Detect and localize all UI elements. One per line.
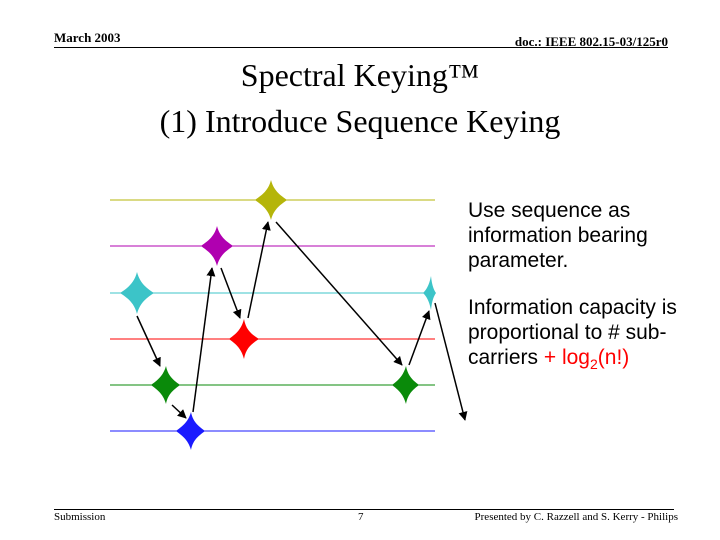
bullet-2-text: Information capacity is proportional to … xyxy=(468,296,677,369)
bullet-2-plus-log: + log xyxy=(543,346,590,369)
arrow-red-to-yellow xyxy=(247,221,271,319)
header-rule xyxy=(54,47,668,48)
arrow-blue-to-magenta xyxy=(192,267,216,413)
footer-page-number: 7 xyxy=(358,511,364,523)
bullet-2-log-arg: (n!) xyxy=(597,346,630,369)
header-doc-id: doc.: IEEE 802.15-03/125r0 xyxy=(514,34,668,49)
bullet-text: Use sequence as information bearing para… xyxy=(468,198,718,399)
footer-presenter: Presented by C. Razzell and S. Kerry - P… xyxy=(474,511,678,523)
arrow-green-to-blue xyxy=(171,404,187,419)
slide-title-line2: (1) Introduce Sequence Keying xyxy=(159,103,561,139)
pulse-cyan-edge xyxy=(423,276,436,310)
pulse-blue xyxy=(176,412,205,450)
slide-title-line1: Spectral Keying™ xyxy=(240,57,480,93)
pulse-cyan xyxy=(120,272,154,314)
bullet-1: Use sequence as information bearing para… xyxy=(468,199,648,272)
bullet-2-log-term: + log2(n!) xyxy=(543,346,630,373)
arrow-yellow-to-green xyxy=(275,221,403,366)
arrow-cyan-to-green xyxy=(136,315,161,367)
bullet-2: Information capacity is proportional to … xyxy=(468,295,718,377)
arrow-cyan-edge-down xyxy=(434,302,468,421)
arrow-magenta-to-red xyxy=(220,267,242,319)
pulse-magenta xyxy=(201,226,233,266)
arrow-green-to-cyan xyxy=(408,310,431,366)
bullet-2-log-base: 2 xyxy=(589,356,598,373)
pulse-red xyxy=(229,319,259,359)
footer-rule xyxy=(54,509,674,510)
pulse-green-left xyxy=(151,366,180,404)
pulse-yellow xyxy=(255,180,287,220)
header-date: March 2003 xyxy=(54,30,121,45)
pulse-green-right xyxy=(392,366,419,404)
footer-submission: Submission xyxy=(54,511,106,523)
